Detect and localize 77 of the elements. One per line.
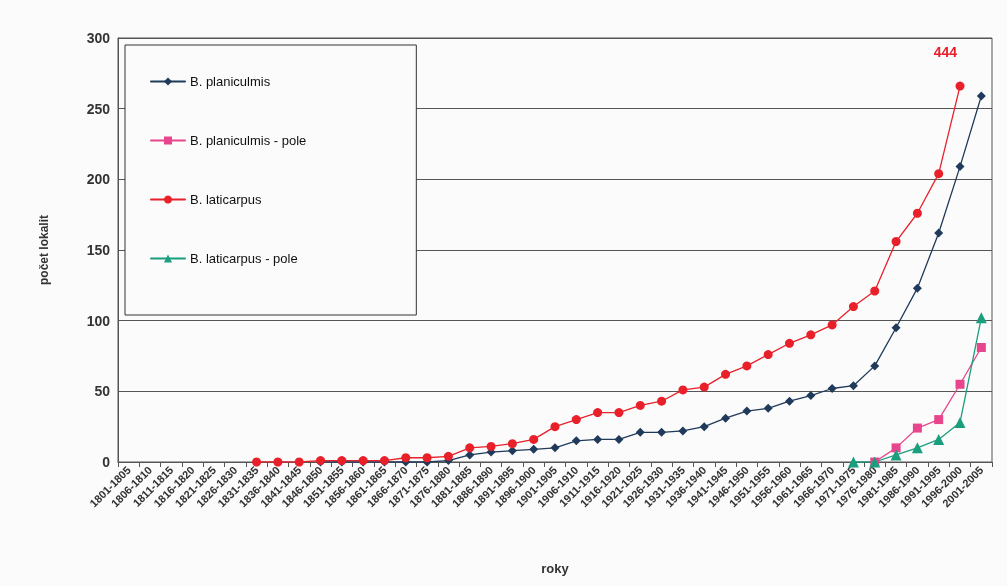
point — [891, 237, 901, 247]
point — [635, 400, 645, 410]
point — [955, 81, 965, 91]
point — [870, 286, 880, 296]
point — [742, 361, 752, 371]
y-tick-label: 150 — [86, 242, 111, 258]
point — [976, 343, 986, 353]
point — [614, 434, 624, 444]
y-tick-label: 250 — [86, 100, 111, 117]
point — [890, 449, 902, 461]
point — [742, 406, 752, 416]
point — [975, 312, 987, 324]
point — [401, 453, 411, 463]
point — [912, 283, 922, 293]
point — [699, 382, 709, 392]
point — [294, 457, 304, 467]
legend-label: B. laticarpus — [190, 192, 263, 207]
point — [593, 408, 603, 418]
point — [273, 457, 283, 467]
point — [912, 208, 922, 218]
point — [699, 422, 709, 432]
point — [657, 396, 667, 406]
point — [550, 443, 560, 453]
point — [954, 416, 966, 428]
point — [784, 396, 794, 406]
annotation: 444 — [933, 44, 958, 60]
point — [614, 408, 624, 418]
point — [806, 330, 816, 340]
point — [827, 384, 837, 394]
point — [507, 446, 517, 456]
point — [678, 385, 688, 395]
point — [529, 434, 539, 444]
point — [934, 169, 944, 179]
point — [976, 91, 986, 101]
point — [848, 381, 858, 391]
point — [955, 379, 965, 389]
point — [848, 302, 858, 312]
point — [678, 426, 688, 436]
point — [955, 162, 965, 172]
y-axis-title: počet lokalit — [37, 214, 51, 286]
point — [422, 453, 432, 463]
point — [465, 443, 475, 453]
point — [550, 422, 560, 432]
point — [912, 423, 922, 433]
point — [252, 457, 262, 467]
y-tick-label: 50 — [94, 383, 111, 400]
legend-label: B. planiculmis - pole — [190, 133, 307, 148]
point — [721, 413, 731, 423]
x-axis-title: roky — [541, 561, 570, 576]
point — [933, 433, 945, 445]
point — [891, 323, 901, 333]
point — [486, 441, 496, 451]
point — [870, 361, 880, 371]
legend-label: B. planiculmis — [190, 74, 271, 89]
point — [934, 415, 944, 425]
point — [571, 415, 581, 425]
y-tick-label: 300 — [86, 30, 111, 46]
point — [934, 228, 944, 238]
point — [507, 439, 517, 449]
point — [911, 442, 923, 454]
point — [806, 391, 816, 401]
point — [891, 443, 901, 453]
point — [763, 403, 773, 413]
point — [529, 444, 539, 454]
y-tick-label: 0 — [102, 454, 111, 470]
point — [827, 320, 837, 330]
point — [657, 427, 667, 437]
y-tick-label: 100 — [86, 312, 111, 329]
point — [593, 434, 603, 444]
point — [571, 436, 581, 446]
point — [635, 427, 645, 437]
point — [443, 451, 453, 461]
legend-label: B. laticarpus - pole — [190, 251, 298, 266]
point — [721, 369, 731, 379]
point — [785, 338, 794, 348]
point — [763, 350, 773, 360]
y-tick-label: 200 — [86, 171, 111, 188]
